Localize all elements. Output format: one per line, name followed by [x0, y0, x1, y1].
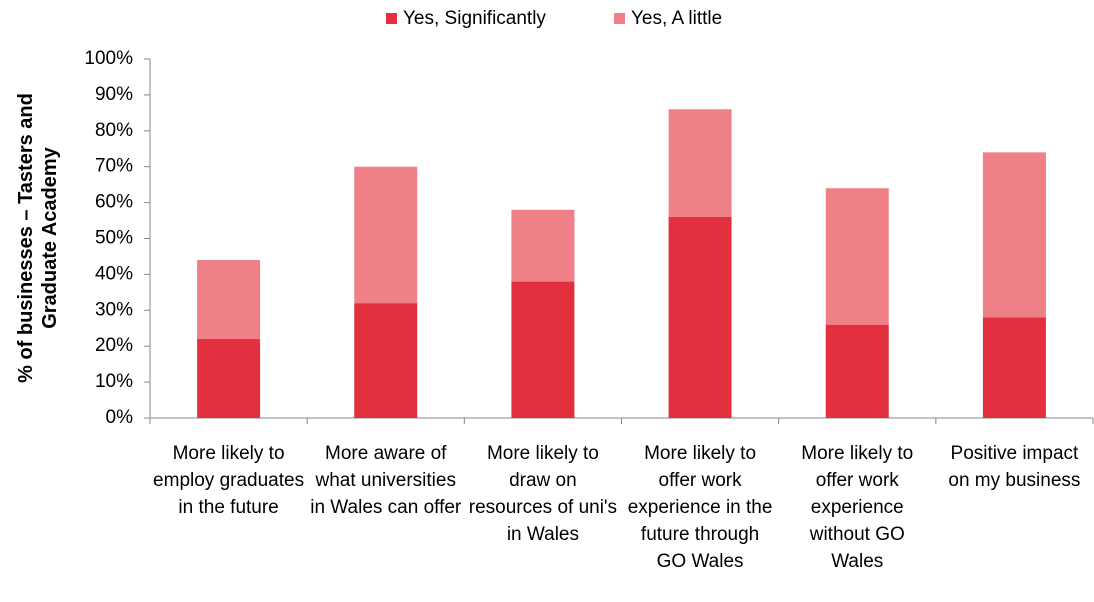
bar-segment — [511, 209, 575, 282]
y-tick-label: 80% — [95, 120, 133, 141]
legend-swatch — [614, 13, 625, 24]
x-tick-label: More likely to offer work experience in … — [627, 443, 773, 572]
bar-segment — [668, 216, 732, 418]
legend-label: Yes, A little — [631, 8, 722, 29]
legend-swatch — [386, 13, 397, 24]
legend-label: Yes, Significantly — [403, 8, 546, 29]
bar-segment — [354, 303, 418, 418]
x-tick-label: More likely to draw on resources of uni'… — [468, 443, 618, 545]
y-tick-label: 40% — [95, 263, 133, 284]
bar-segment — [982, 152, 1046, 318]
y-tick-label: 60% — [95, 192, 133, 213]
bar-segment — [668, 109, 732, 217]
y-tick-label: 50% — [95, 228, 133, 249]
x-tick-label: More aware of what universities in Wales… — [310, 443, 462, 518]
y-tick-label: 0% — [106, 407, 134, 428]
y-tick-label: 10% — [95, 371, 133, 392]
bar-segment — [197, 260, 261, 340]
y-tick-label: 70% — [95, 156, 133, 177]
y-tick-label: 90% — [95, 84, 133, 105]
bar-segment — [197, 339, 261, 418]
y-tick-label: 30% — [95, 299, 133, 320]
y-tick-label: 100% — [84, 48, 133, 69]
y-tick-label: 20% — [95, 335, 133, 356]
bar-segment — [511, 281, 575, 418]
bar-segment — [982, 317, 1046, 418]
x-tick-label: More likely to employ graduates in the f… — [153, 443, 305, 518]
bar-segment — [825, 188, 889, 325]
x-tick-label: More likely to offer work experience wit… — [801, 443, 914, 572]
y-axis-label: % of businesses – Tasters and Graduate A… — [15, 93, 61, 383]
bar-segment — [825, 324, 889, 418]
bar-segment — [354, 166, 418, 304]
x-tick-label: Positive impact on my business — [948, 443, 1081, 491]
